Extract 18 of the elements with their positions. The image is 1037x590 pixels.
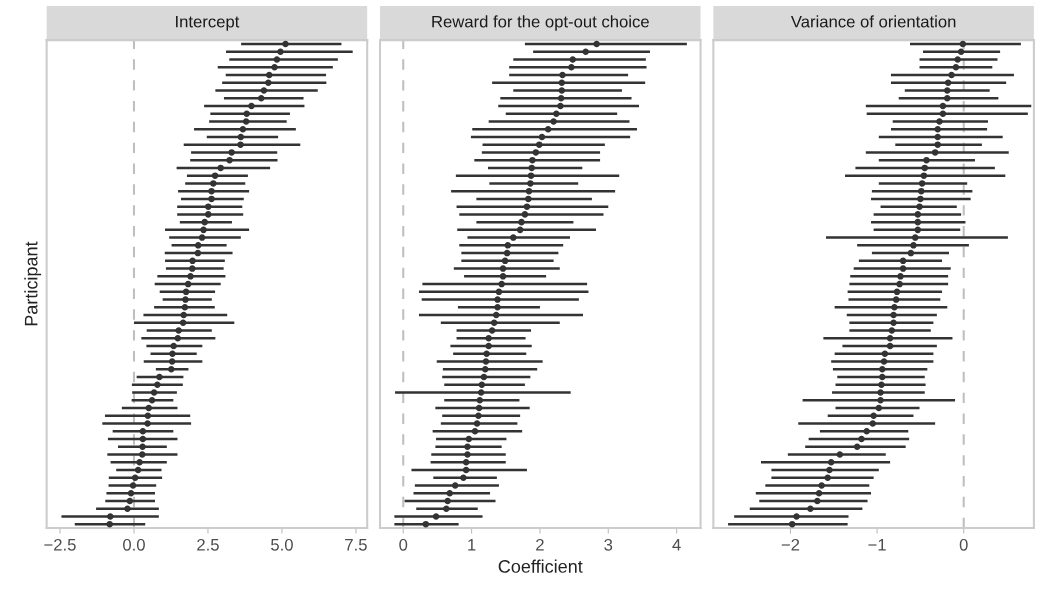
chart-title: Reward for the opt-out choice bbox=[432, 15, 649, 31]
x-tick-label: 4 bbox=[672, 539, 681, 551]
x-tick-label: −2.5 bbox=[44, 538, 76, 551]
x-tick-label: 1 bbox=[468, 539, 476, 551]
y-axis-title: Participant bbox=[24, 241, 42, 326]
x-tick-label: −1 bbox=[868, 539, 886, 551]
x-tick-label: 2 bbox=[536, 538, 544, 551]
chart-title: Variance of orientation bbox=[790, 15, 956, 28]
x-tick-label: 5.0 bbox=[271, 538, 293, 551]
x-tick-label: 7.5 bbox=[345, 539, 367, 551]
x-axis-title: Coefficient bbox=[498, 559, 583, 573]
x-tick-label: −2 bbox=[781, 538, 800, 551]
chart-title: Intercept bbox=[176, 15, 240, 31]
x-tick-label: 2.5 bbox=[197, 538, 219, 551]
x-tick-label: 0 bbox=[959, 538, 968, 551]
x-tick-label: 3 bbox=[604, 538, 613, 551]
x-tick-label: 0.0 bbox=[123, 538, 145, 551]
x-tick-label: 0 bbox=[399, 538, 408, 551]
